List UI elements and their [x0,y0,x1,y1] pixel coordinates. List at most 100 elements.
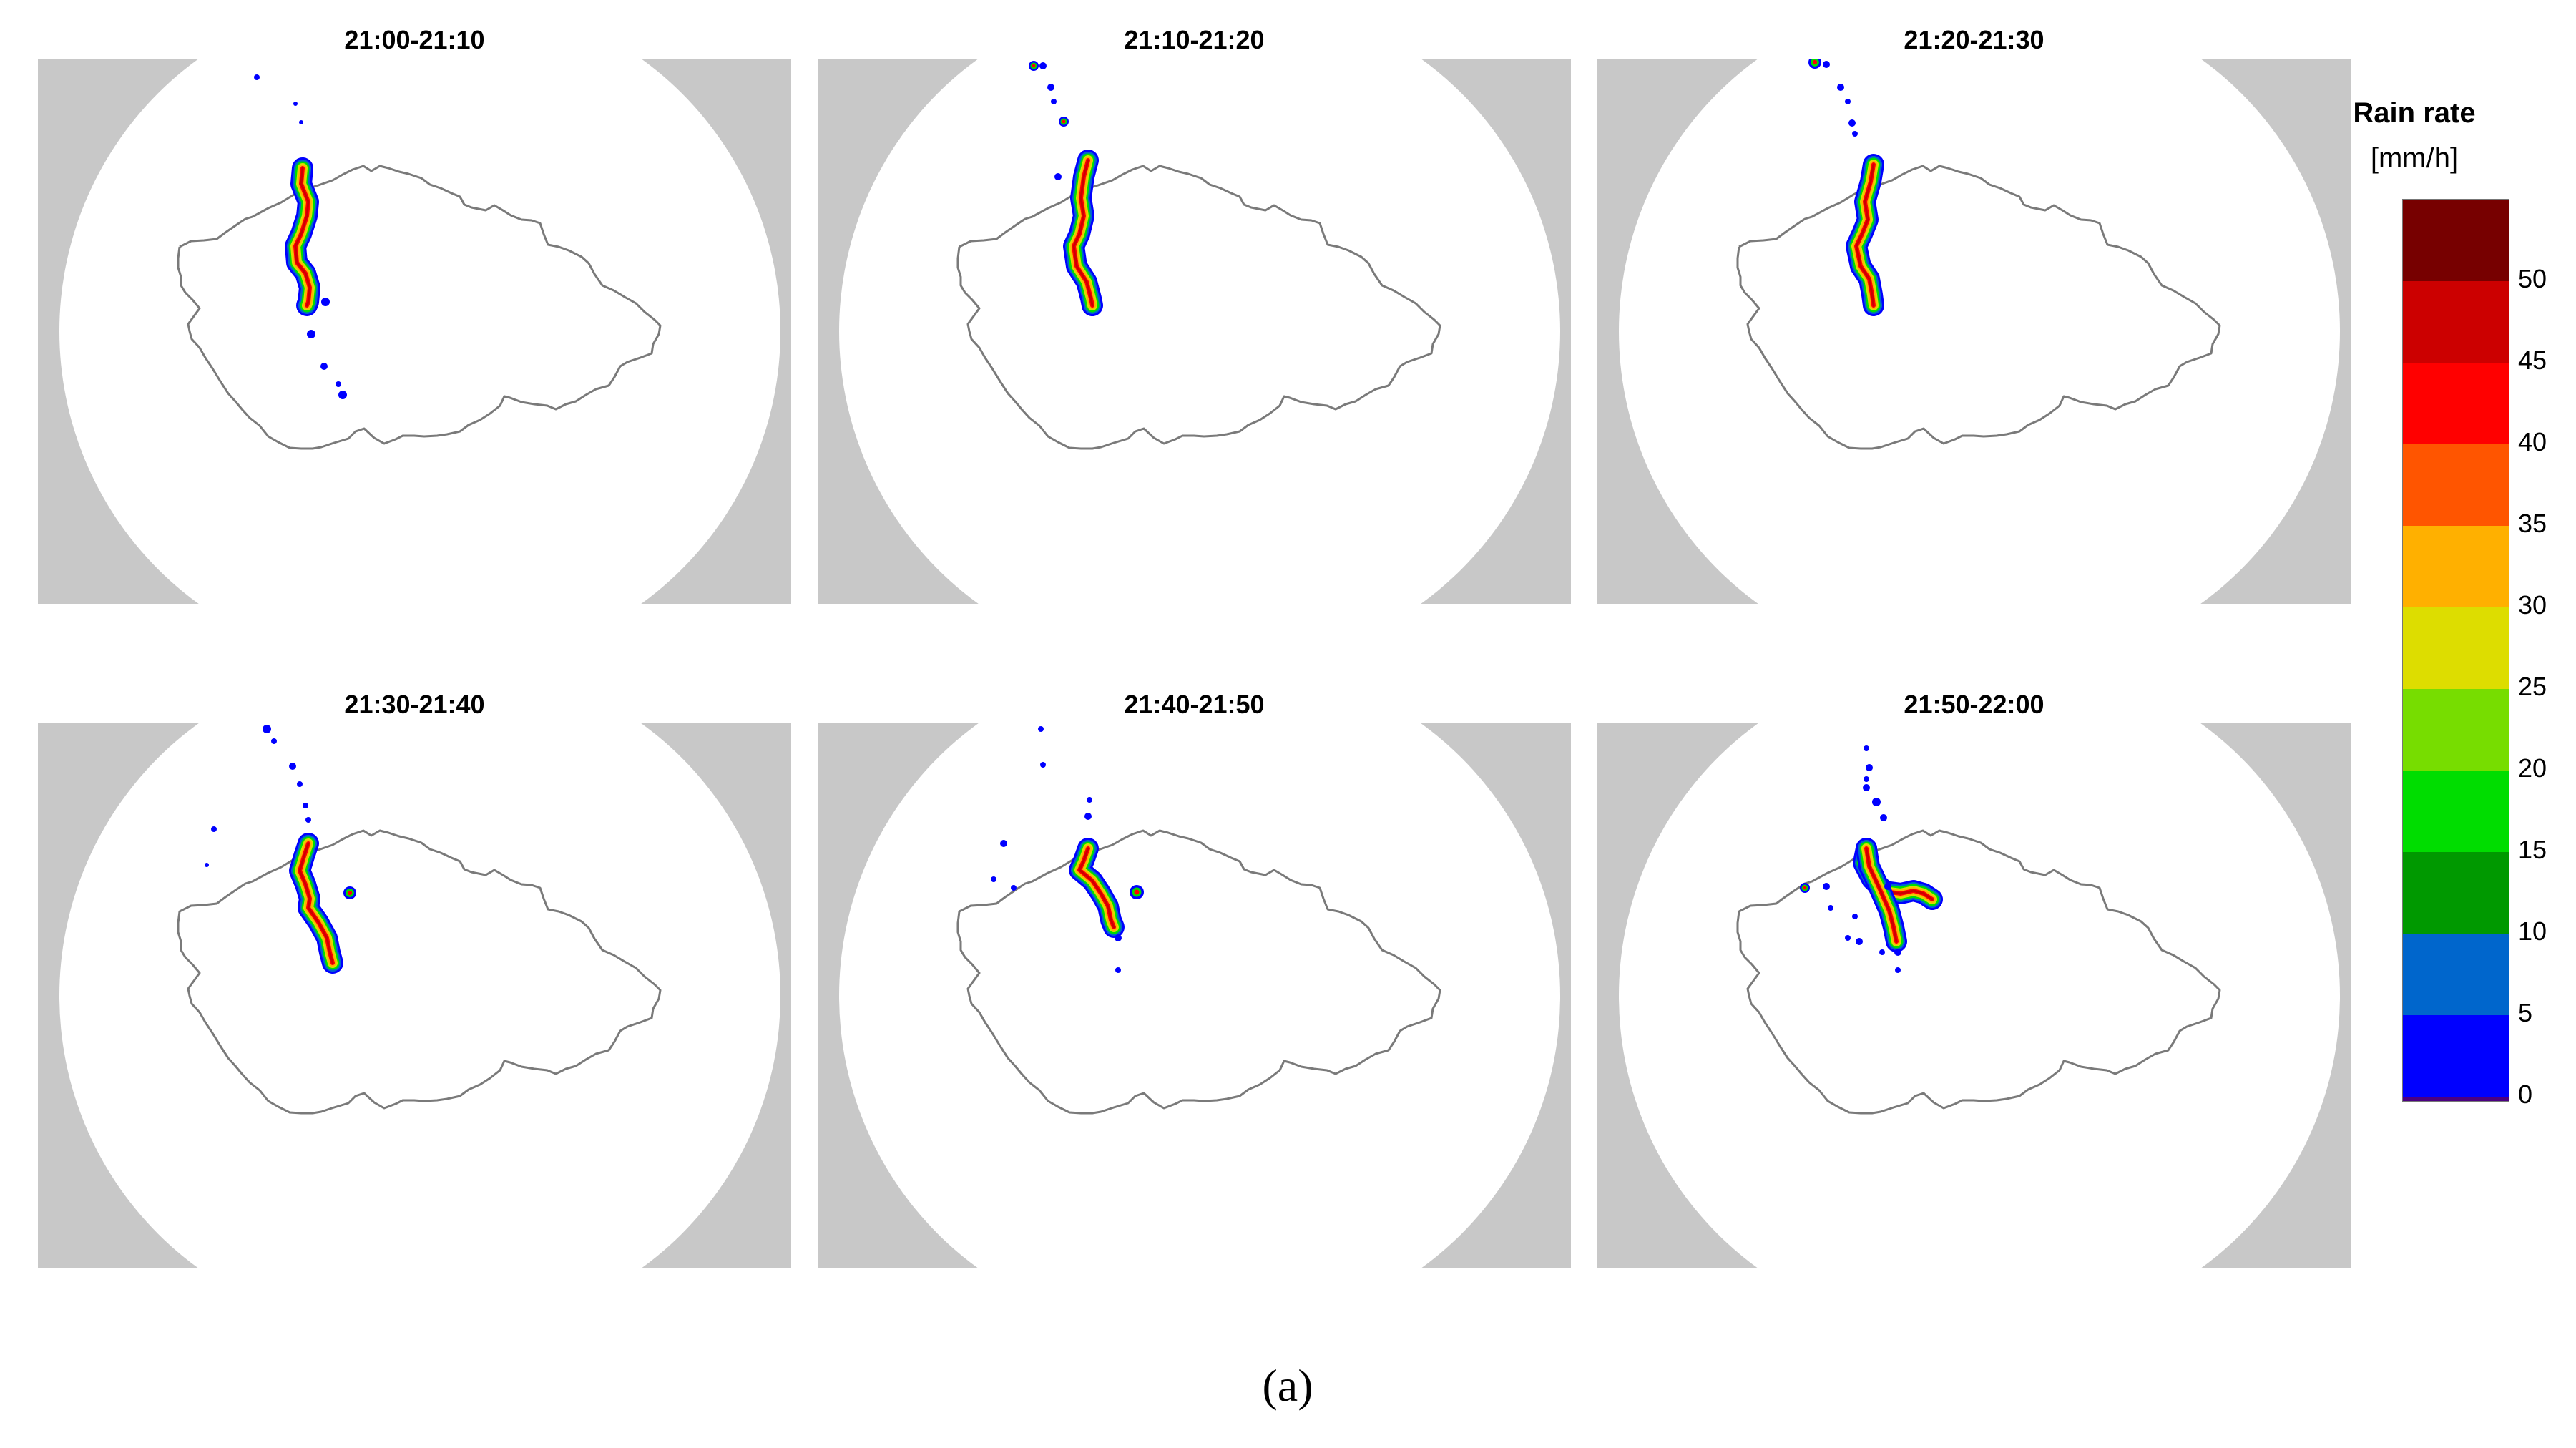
rain-echo [307,330,315,338]
rain-echo [289,763,296,770]
rain-echo [1828,905,1833,911]
rain-echo [211,826,217,832]
rain-echo [321,298,330,306]
rain-echo [1845,935,1851,941]
rain-echo-core [1032,64,1036,68]
rain-echo [1087,797,1092,803]
rain-echo [1040,762,1046,768]
legend-swatch [2403,281,2509,363]
rain-echo [1837,84,1844,91]
panel-title-6: 21:50-22:00 [1904,690,2044,719]
radar-coverage-east [888,723,1560,1268]
rain-echo [991,876,996,882]
legend-tick-label: 10 [2518,916,2547,946]
rain-echo [336,381,341,387]
panel-title-5: 21:40-21:50 [1124,690,1265,719]
rain-echo [1845,99,1851,104]
radar-coverage-east [108,59,780,604]
rain-echo [1879,949,1885,955]
rain-echo [293,102,298,106]
rain-cell-band [298,842,334,964]
rain-echo [297,781,303,787]
rain-echo [1051,99,1057,104]
radar-coverage-east [108,723,780,1268]
legend-swatch [2403,771,2509,852]
rain-echoes [254,74,347,399]
rain-echo [1823,61,1830,68]
radar-map-panel-6 [1597,723,2351,1268]
radar-map [38,723,791,1268]
rain-echo [303,803,308,808]
legend-swatch [2403,607,2509,689]
legend-tick-label: 25 [2518,672,2547,701]
rain-echo [1856,938,1863,945]
radar-map-panel-3 [1597,59,2351,604]
figure-label: (a) [1262,1360,1313,1411]
radar-map [818,59,1571,604]
rain-cell-band [1072,159,1094,307]
legend-swatch [2403,1015,2509,1097]
rain-cell-band [1855,163,1875,307]
rain-echo [305,817,311,823]
rain-echo-core [1812,59,1818,65]
legend-tick-label: 5 [2518,998,2533,1027]
country-border [956,829,1441,1115]
rain-echo [1084,813,1092,820]
rain-echoes [1800,745,1943,973]
legend-swatch [2403,934,2509,1015]
panel-title-3: 21:20-21:30 [1904,25,2044,54]
legend-tick-label: 50 [2518,264,2547,293]
rain-echo-core [1134,889,1140,895]
rain-echo-core [347,890,353,896]
legend-title: Rain rate [2353,97,2476,129]
rain-echo [299,120,303,124]
legend-swatch [2403,1097,2509,1101]
rain-cell-band [294,167,311,307]
radar-coverage-east [1667,59,2340,604]
rain-echo [1000,840,1007,847]
legend-tick-label: 45 [2518,346,2547,375]
rain-echo [254,74,260,80]
rain-echo [1884,883,1891,890]
radar-map-panel-5 [818,723,1571,1268]
rain-echoes [205,725,356,974]
rain-echo [1866,764,1873,771]
rain-echo [205,863,209,867]
radar-map-panel-1 [38,59,791,604]
rain-cell-band [1078,847,1115,929]
panel-title-2: 21:10-21:20 [1124,25,1265,54]
rain-echo [1864,745,1869,751]
rain-echo [1039,62,1047,69]
legend-tick-label: 0 [2518,1080,2533,1109]
radar-map [818,723,1571,1268]
legend-swatch [2403,200,2509,281]
rain-echo [1895,967,1901,973]
rain-echo [1864,776,1869,782]
rain-echo [1054,173,1062,180]
rain-echoes [991,726,1144,973]
panel-title-1: 21:00-21:10 [344,25,485,54]
legend-tick-label: 40 [2518,427,2547,456]
legend-swatch [2403,444,2509,526]
radar-map-panel-4 [38,723,791,1268]
legend-swatch [2403,852,2509,934]
rain-echo-core [1803,886,1807,890]
legend-colorbar [2402,199,2509,1102]
rain-echo [1848,119,1856,127]
panel-title-4: 21:30-21:40 [344,690,485,719]
radar-map-panel-2 [818,59,1571,604]
radar-coverage-east [888,59,1560,604]
rain-cell-band [1865,847,1898,943]
rain-echo [1894,949,1901,956]
country-border [1736,165,2221,450]
rain-echo [271,738,277,744]
legend-swatch [2403,689,2509,771]
rain-echo [1011,885,1017,891]
country-border [177,165,662,450]
rain-echo [1115,967,1121,973]
legend-unit: [mm/h] [2370,142,2459,174]
rain-echo [1047,84,1054,91]
rain-echo [338,391,347,399]
legend-swatch [2403,363,2509,444]
rain-echo [320,363,328,370]
